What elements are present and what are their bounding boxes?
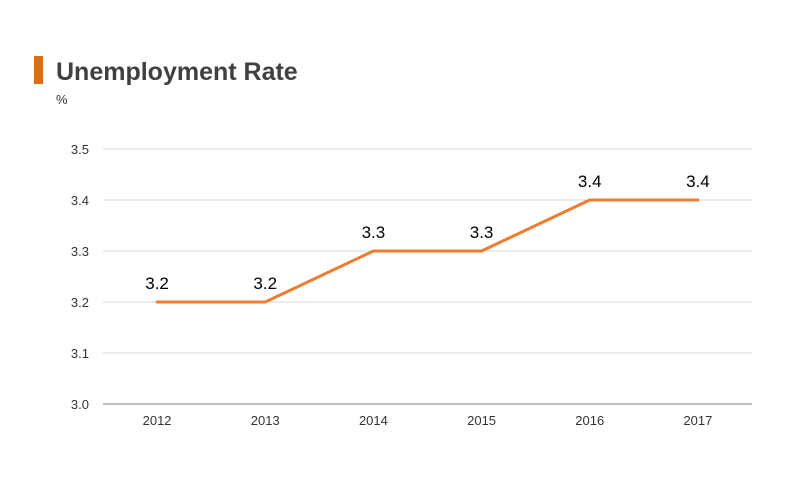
y-tick-label: 3.4 bbox=[71, 193, 89, 208]
x-tick-labels: 2012 2013 2014 2015 2016 2017 bbox=[143, 413, 713, 428]
title-accent-bar bbox=[34, 56, 43, 84]
y-tick-label: 3.2 bbox=[71, 295, 89, 310]
gridlines bbox=[103, 148, 752, 405]
data-label: 3.2 bbox=[253, 274, 277, 293]
series-line bbox=[157, 198, 698, 304]
y-tick-label: 3.1 bbox=[71, 346, 89, 361]
series-line-group bbox=[155, 198, 700, 304]
y-axis-unit-label: % bbox=[56, 92, 68, 107]
data-point bbox=[371, 249, 375, 253]
y-tick-label: 3.3 bbox=[71, 244, 89, 259]
x-tick-label: 2015 bbox=[467, 413, 496, 428]
y-tick-label: 3.5 bbox=[71, 142, 89, 157]
x-tick-label: 2014 bbox=[359, 413, 388, 428]
y-tick-label: 3.0 bbox=[71, 397, 89, 412]
data-label: 3.2 bbox=[145, 274, 169, 293]
data-point bbox=[480, 249, 484, 253]
x-tick-label: 2016 bbox=[575, 413, 604, 428]
y-tick-labels: 3.0 3.1 3.2 3.3 3.4 3.5 bbox=[71, 142, 89, 412]
data-point bbox=[588, 198, 592, 202]
data-point bbox=[155, 300, 159, 304]
data-label: 3.3 bbox=[470, 223, 494, 242]
data-label: 3.3 bbox=[362, 223, 386, 242]
x-tick-label: 2013 bbox=[251, 413, 280, 428]
data-label: 3.4 bbox=[578, 172, 602, 191]
data-point bbox=[696, 198, 700, 202]
data-label: 3.4 bbox=[686, 172, 710, 191]
chart-title: Unemployment Rate bbox=[56, 58, 298, 86]
x-tick-label: 2017 bbox=[683, 413, 712, 428]
x-tick-label: 2012 bbox=[143, 413, 172, 428]
data-labels: 3.2 3.2 3.3 3.3 3.4 3.4 bbox=[145, 172, 709, 293]
data-point bbox=[263, 300, 267, 304]
